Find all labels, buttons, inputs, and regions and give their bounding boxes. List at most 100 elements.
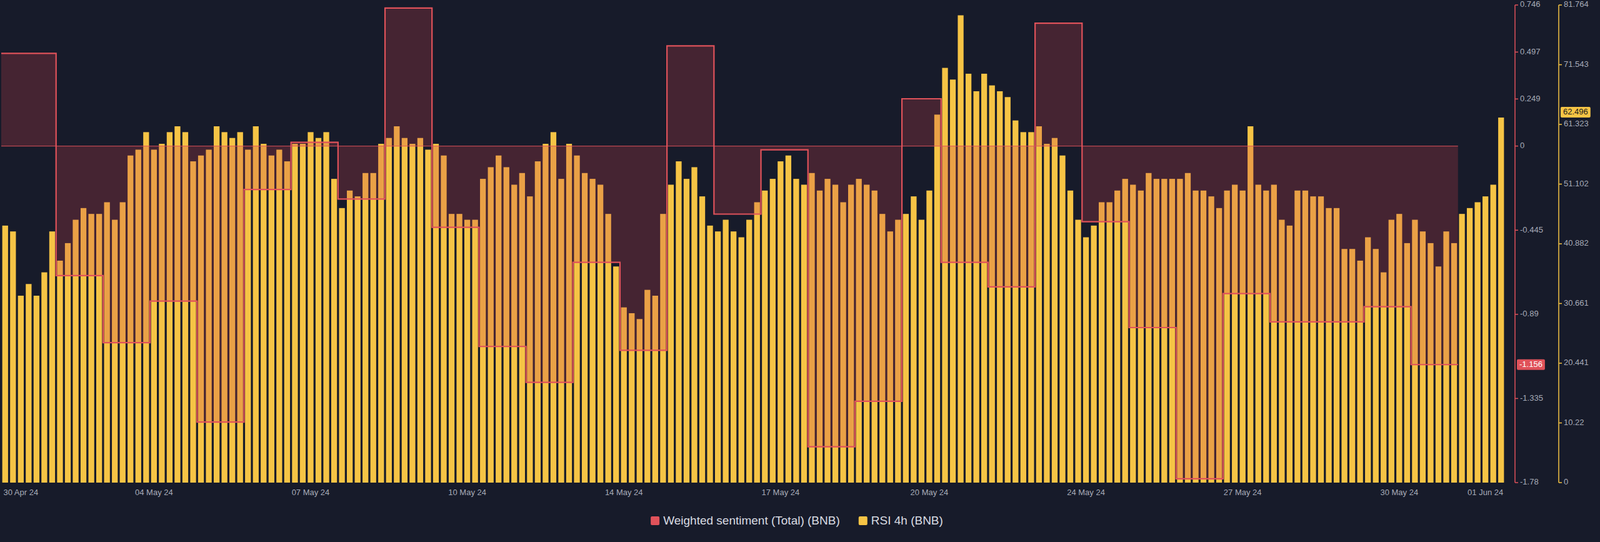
rsi-bar: [409, 143, 415, 483]
rsi-bar: [793, 178, 799, 483]
rsi-bar: [801, 184, 807, 483]
axis-tick: [1558, 243, 1562, 245]
rsi-bar: [1122, 178, 1129, 483]
tick-label: 51.102: [1563, 178, 1589, 189]
rsi-bar: [56, 260, 63, 483]
rsi-bar: [1067, 190, 1074, 483]
rsi-bar: [950, 79, 956, 483]
rsi-bar: [754, 201, 760, 483]
rsi-bar: [323, 131, 329, 483]
axis-tick: [1558, 362, 1562, 364]
axis-tick: [1515, 313, 1519, 315]
rsi-bar: [730, 231, 737, 483]
rsi-bar: [691, 166, 697, 483]
tick-label: 81.764: [1563, 0, 1589, 9]
rsi-bar: [706, 225, 713, 483]
rsi-bar: [260, 143, 267, 483]
rsi-bar: [1090, 225, 1097, 483]
tick-label: 30.661: [1563, 298, 1589, 308]
tick-label: 0.249: [1520, 93, 1541, 104]
rsi-bar: [393, 126, 400, 483]
rsi-bar: [33, 295, 40, 483]
rsi-bar: [1059, 155, 1065, 483]
tick-label: -0.89: [1520, 308, 1539, 319]
rsi-bar: [1490, 184, 1497, 483]
rsi-bar: [1036, 126, 1042, 483]
axis-tick: [1515, 4, 1519, 6]
rsi-bar: [464, 220, 470, 483]
legend-swatch: [858, 516, 868, 525]
x-tick-label: 07 May 24: [291, 487, 330, 497]
legend-label: Weighted sentiment (Total) (BNB): [663, 513, 840, 527]
rsi-bar: [10, 231, 16, 483]
value-badge: [1560, 106, 1591, 118]
rsi-bar: [268, 155, 275, 483]
axis-tick: [1558, 123, 1562, 125]
rsi-bar: [668, 184, 674, 483]
tick-label: 0.746: [1520, 0, 1541, 9]
legend-label: RSI 4h (BNB): [871, 513, 944, 527]
axis-tick: [1558, 303, 1562, 305]
plot-area: [1, 8, 1504, 483]
badge-label: -1.156: [1519, 359, 1543, 369]
tick-label: 10.22: [1563, 417, 1585, 427]
rsi-bar: [338, 208, 345, 483]
rsi-bar: [1458, 213, 1465, 483]
tick-label: 40.882: [1563, 238, 1589, 248]
rsi-bar: [1482, 196, 1489, 483]
x-tick-label: 04 May 24: [135, 487, 174, 497]
legend: Weighted sentiment (Total) (BNB) RSI 4h (…: [650, 513, 944, 527]
axis-tick: [1558, 481, 1562, 484]
rsi-bar: [910, 196, 917, 483]
rsi-bar: [315, 138, 322, 483]
rsi-bar: [307, 131, 314, 483]
rsi-bar: [683, 178, 690, 483]
rsi-bar: [934, 114, 940, 483]
rsi-bar: [472, 220, 479, 483]
tick-label: -0.445: [1520, 225, 1544, 235]
tick-label: 0: [1520, 140, 1525, 150]
x-tick-label: 30 May 24: [1380, 487, 1419, 497]
axis-tick: [1515, 398, 1519, 400]
rsi-bar: [1043, 143, 1050, 483]
value-badge: [1516, 359, 1545, 370]
rsi-bar: [41, 272, 47, 483]
x-tick-label: 01 Jun 24: [1467, 487, 1504, 497]
rsi-bar: [1098, 201, 1105, 483]
rsi-bar: [1466, 208, 1473, 483]
rsi-bar: [362, 173, 369, 483]
tick-label: 0: [1563, 476, 1569, 487]
rsi-bar: [965, 73, 972, 483]
rsi-bar: [276, 149, 282, 483]
rsi-bar: [401, 138, 408, 483]
rsi-bar: [1106, 201, 1113, 483]
tick-label: 0.497: [1520, 46, 1541, 57]
badge-label: 62.496: [1563, 106, 1589, 117]
chart-svg: 0.7460.4970.2490-0.445-0.89-1.335-1.7801…: [0, 0, 1600, 542]
axis-tick: [1558, 4, 1562, 6]
axis-tick: [1515, 51, 1519, 54]
rsi-bar: [245, 149, 251, 483]
rsi-bar: [25, 283, 32, 483]
rsi-bar: [425, 149, 431, 483]
axis-line: [1514, 5, 1516, 483]
rsi-bar: [346, 190, 353, 483]
rsi-bar: [1051, 138, 1058, 483]
rsi-bar: [777, 161, 784, 483]
sentiment-line: [1, 8, 1459, 479]
rsi-bar: [456, 213, 462, 483]
axis-tick: [1558, 183, 1562, 185]
tick-label: -1.335: [1520, 393, 1544, 403]
rsi-bar: [1498, 117, 1504, 483]
rsi-bar: [2, 225, 9, 483]
rsi-bar: [18, 295, 24, 483]
rsi-bar: [918, 220, 925, 483]
rsi-bar: [761, 190, 768, 483]
rsi-bar: [291, 143, 298, 483]
chart-root: 0.7460.4970.2490-0.445-0.89-1.335-1.7801…: [0, 0, 1600, 542]
x-tick-label: 20 May 24: [910, 487, 949, 497]
rsi-bar: [1083, 237, 1089, 483]
rsi-bar: [981, 73, 987, 483]
x-tick-label: 17 May 24: [761, 487, 800, 497]
x-tick-label: 10 May 24: [448, 487, 487, 497]
